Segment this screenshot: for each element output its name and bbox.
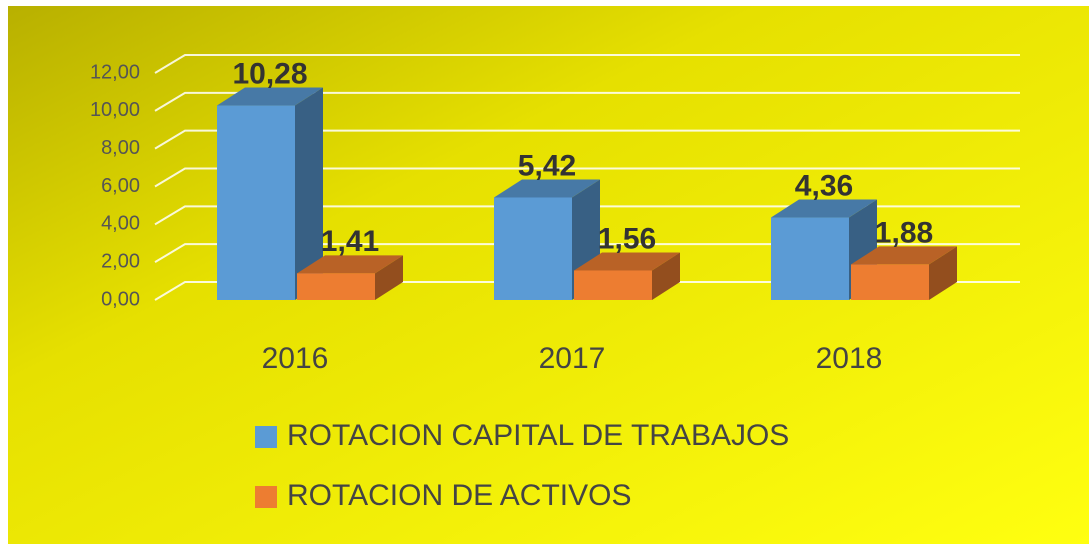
- bar-top: [297, 255, 403, 274]
- y-tick-label: 6,00: [101, 175, 140, 197]
- x-tick-label: 2016: [262, 342, 329, 375]
- bar: [217, 105, 295, 300]
- bar: [574, 270, 652, 300]
- x-tick-label: 2018: [816, 342, 883, 375]
- data-label: 1,41: [321, 225, 379, 258]
- legend-label: ROTACION CAPITAL DE TRABAJOS: [287, 419, 789, 452]
- data-label: 4,36: [795, 169, 853, 202]
- bar-side: [652, 252, 680, 300]
- x-tick-label: 2017: [539, 342, 606, 375]
- bar-top: [771, 199, 877, 218]
- bar-side: [295, 87, 323, 300]
- grid-line: [154, 243, 1020, 264]
- bar-top: [851, 246, 957, 265]
- bar-top: [494, 179, 600, 198]
- bar: [771, 217, 849, 300]
- grid-line: [154, 281, 1020, 301]
- grid-line: [154, 205, 1020, 226]
- legend-swatch: [255, 426, 277, 448]
- grid-line: [154, 54, 1020, 74]
- bar: [297, 273, 375, 300]
- bar: [851, 264, 929, 300]
- bar-top: [217, 87, 323, 106]
- bar: [494, 197, 572, 300]
- bar-side: [929, 246, 957, 300]
- y-tick-label: 4,00: [101, 213, 140, 235]
- legend-swatch: [255, 486, 277, 508]
- y-tick-label: 10,00: [90, 99, 140, 121]
- y-tick-label: 8,00: [101, 137, 140, 159]
- legend-label: ROTACION DE ACTIVOS: [287, 479, 632, 512]
- data-label: 1,88: [875, 216, 933, 249]
- grid-line: [154, 129, 1020, 150]
- grid-line: [154, 91, 1020, 112]
- data-label: 1,56: [598, 222, 656, 255]
- grid-line: [154, 167, 1020, 188]
- bar-top: [574, 252, 680, 271]
- y-tick-label: 0,00: [101, 288, 140, 310]
- y-tick-label: 2,00: [101, 250, 140, 272]
- data-label: 10,28: [232, 57, 307, 90]
- data-label: 5,42: [518, 149, 576, 182]
- y-tick-label: 12,00: [90, 61, 140, 83]
- bar-side: [375, 255, 403, 300]
